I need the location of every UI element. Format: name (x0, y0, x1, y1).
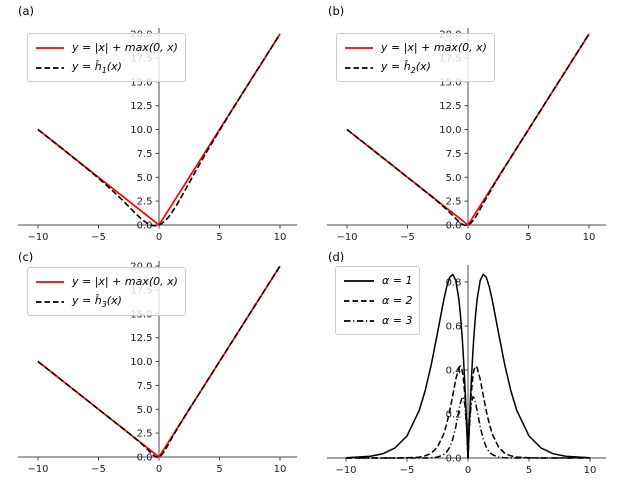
x-tick-label: 10 (274, 464, 287, 475)
dashed-black-line-icon (344, 299, 374, 302)
panel-c: −10−505100.02.55.07.510.012.515.017.520.… (0, 242, 308, 484)
legend-label: y = |x| + max(0, x) (72, 41, 178, 54)
panel-a: −10−505100.02.55.07.510.012.515.017.520.… (0, 0, 308, 242)
y-tick-label: 5.0 (137, 173, 153, 184)
series-path-solid (37, 33, 281, 226)
dashed-black-line-icon (36, 66, 64, 69)
legend-item: y = |x| + max(0, x) (35, 39, 178, 56)
solid-red-line-icon (36, 46, 64, 49)
legend-item: α = 2 (343, 292, 412, 309)
legend-label: α = 1 (382, 274, 413, 287)
y-tick-label: 2.5 (137, 197, 153, 208)
y-tick-label: 15.0 (439, 77, 461, 88)
solid-red-line-icon (345, 46, 373, 49)
legend-item: y = ĥ2(x) (344, 59, 487, 76)
series-path-dashdot (346, 396, 590, 459)
legend-c: y = |x| + max(0, x) y = ĥ3(x) (27, 267, 186, 316)
legend-label: y = |x| + max(0, x) (72, 275, 178, 288)
x-tick-label: 0 (156, 464, 162, 475)
legend-d: α = 1 α = 2 α = 3 (335, 266, 421, 335)
x-tick-label: 0 (156, 232, 162, 242)
legend-label: y = ĥ3(x) (72, 293, 122, 310)
legend-item: α = 3 (343, 312, 412, 329)
panel-b: −10−505100.02.55.07.510.012.515.017.520.… (308, 0, 616, 242)
y-tick-label: 12.5 (130, 333, 152, 344)
y-tick-label: 5.0 (446, 173, 462, 184)
panel-label-a: (a) (18, 4, 35, 18)
y-tick-label: 0.0 (137, 453, 153, 464)
x-tick-label: −10 (335, 465, 356, 476)
solid-black-line-icon (344, 279, 374, 282)
x-tick-label: 10 (584, 465, 597, 476)
y-tick-label: 0.2 (446, 410, 462, 421)
y-tick-label: 7.5 (137, 149, 153, 160)
y-tick-label: 0.0 (446, 454, 462, 465)
panel-label-d: (d) (328, 250, 345, 264)
y-tick-label: 15.0 (130, 77, 152, 88)
x-tick-label: −10 (336, 232, 357, 242)
series-path-dashed (37, 33, 281, 227)
legend-b: y = |x| + max(0, x) y = ĥ2(x) (336, 33, 495, 82)
y-tick-label: 2.5 (137, 429, 153, 440)
y-tick-label: 10.0 (130, 125, 152, 136)
y-tick-label: 10.0 (130, 357, 152, 368)
y-tick-label: 7.5 (446, 149, 462, 160)
dashdot-black-line-icon (344, 319, 374, 322)
series-path-dashed (346, 33, 590, 227)
y-tick-label: 0.8 (446, 278, 462, 289)
legend-label: y = |x| + max(0, x) (381, 41, 487, 54)
legend-label: α = 2 (382, 294, 413, 307)
legend-item: α = 1 (343, 272, 412, 289)
y-tick-label: 12.5 (439, 101, 461, 112)
chart-c: −10−505100.02.55.07.510.012.515.017.520.… (18, 261, 297, 475)
x-tick-label: 5 (216, 464, 222, 475)
chart-a: −10−505100.02.55.07.510.012.515.017.520.… (18, 28, 297, 242)
legend-label: α = 3 (382, 314, 413, 327)
x-tick-label: 10 (583, 232, 596, 242)
y-tick-label: 0.0 (137, 221, 153, 232)
x-tick-label: 5 (526, 465, 532, 476)
x-tick-label: −5 (400, 232, 415, 242)
legend-item: y = |x| + max(0, x) (344, 39, 487, 56)
y-tick-label: 10.0 (439, 125, 461, 136)
y-tick-label: 7.5 (137, 381, 153, 392)
y-tick-label: 0.0 (446, 221, 462, 232)
y-tick-label: 0.6 (446, 322, 462, 333)
legend-label: y = ĥ2(x) (381, 59, 431, 76)
y-tick-label: 2.5 (446, 197, 462, 208)
x-tick-label: −5 (91, 232, 106, 242)
legend-item: y = |x| + max(0, x) (35, 273, 178, 290)
legend-item: y = ĥ3(x) (35, 293, 178, 310)
y-tick-label: 12.5 (130, 101, 152, 112)
dashed-black-line-icon (345, 66, 373, 69)
panel-d: −10 −5 0 5 10 0.0 0.2 0.4 0.6 0.8 (d) α = 1 α = 2… (308, 242, 616, 484)
series-path-dashed (37, 265, 281, 458)
legend-label: y = ĥ1(x) (72, 59, 122, 76)
solid-red-line-icon (36, 280, 64, 283)
chart-d: −10 −5 0 5 10 0.0 0.2 0.4 0.6 0.8 (327, 265, 606, 476)
x-tick-label: −10 (27, 464, 48, 475)
y-tick-label: 0.4 (446, 366, 462, 377)
y-tick-label: 5.0 (137, 405, 153, 416)
x-tick-label: −5 (91, 464, 106, 475)
x-tick-label: 10 (274, 232, 287, 242)
legend-a: y = |x| + max(0, x) y = ĥ1(x) (27, 33, 186, 82)
x-tick-label: 0 (465, 465, 471, 476)
x-tick-label: −5 (400, 465, 415, 476)
legend-item: y = ĥ1(x) (35, 59, 178, 76)
x-tick-label: 5 (525, 232, 531, 242)
x-tick-label: −10 (27, 232, 48, 242)
x-tick-label: 0 (465, 232, 471, 242)
x-tick-label: 5 (216, 232, 222, 242)
panel-label-b: (b) (328, 4, 345, 18)
dashed-black-line-icon (36, 300, 64, 303)
panel-label-c: (c) (18, 250, 34, 264)
